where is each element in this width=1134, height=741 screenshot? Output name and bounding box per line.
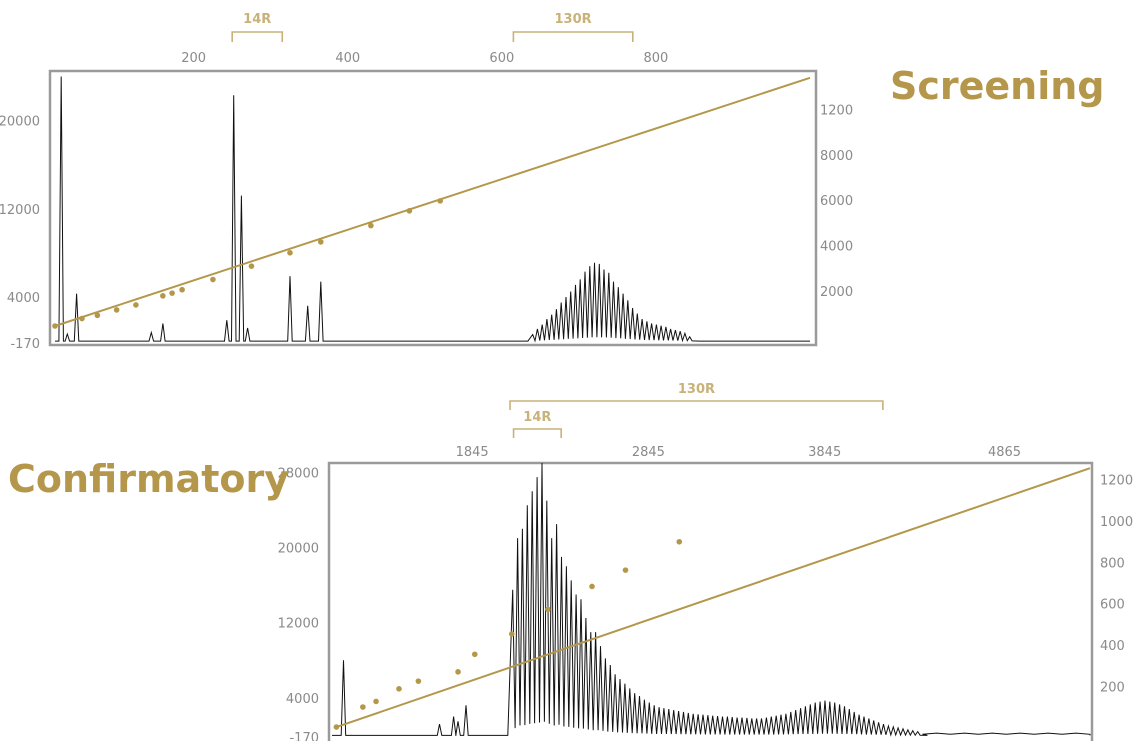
ladder-point	[437, 198, 443, 204]
ladder-point	[249, 263, 255, 269]
confirmatory-ladder	[334, 468, 1090, 730]
x-tick-label: 600	[489, 51, 514, 66]
marker-bracket-14r	[232, 32, 282, 42]
screening-title: Screening	[890, 64, 1105, 108]
ladder-point	[114, 307, 120, 313]
signal-trace	[55, 77, 810, 342]
screening-chart: 14R 130R 200 400 600 800 20000120004000-170 …	[0, 12, 1105, 352]
ladder-point	[179, 287, 185, 293]
ladder-point	[455, 669, 461, 675]
y-left-tick-label: -170	[289, 731, 319, 741]
y-left-tick-label: -170	[10, 337, 40, 352]
y-left-tick-label: 12000	[278, 617, 319, 632]
y-left-tick-label: 20000	[0, 115, 40, 130]
y-right-tick-label: 4000	[820, 240, 853, 255]
screening-ladder	[52, 78, 810, 329]
screening-y-right-ticks: 1200 8000 6000 4000 2000	[820, 104, 853, 300]
y-right-tick-label: 8000	[820, 149, 853, 164]
x-tick-label: 3845	[808, 445, 841, 460]
marker-label-14r: 14R	[523, 410, 551, 425]
x-tick-label: 400	[335, 51, 360, 66]
ladder-point	[545, 607, 551, 613]
marker-bracket-14r	[514, 429, 562, 438]
y-right-tick-label: 200	[1100, 680, 1125, 695]
marker-bracket-130r	[513, 32, 632, 42]
ladder-point	[210, 277, 216, 283]
y-right-tick-label: 800	[1100, 556, 1125, 571]
y-right-tick-label: 400	[1100, 639, 1125, 654]
ladder-point	[509, 631, 515, 637]
screening-x-ticks: 200 400 600 800	[181, 51, 668, 66]
y-left-tick-label: 20000	[278, 542, 319, 557]
y-left-tick-label: 4000	[286, 692, 319, 707]
y-right-tick-label: 2000	[820, 285, 853, 300]
ladder-point	[133, 302, 139, 308]
y-right-tick-label: 1200	[1100, 474, 1133, 489]
confirmatory-title: Confirmatory	[8, 457, 289, 501]
ladder-point	[79, 316, 85, 322]
ladder-point	[318, 239, 324, 245]
screening-y-left-ticks: 20000 12000 4000 -170	[0, 115, 40, 352]
ladder-point	[52, 323, 58, 329]
ladder-point	[396, 686, 402, 692]
confirmatory-x-ticks: 1845 2845 3845 4865	[456, 445, 1021, 460]
confirmatory-plot-frame	[329, 463, 1092, 741]
ladder-point	[407, 208, 413, 214]
y-right-tick-label: 6000	[820, 194, 853, 209]
x-tick-label: 800	[644, 51, 669, 66]
marker-label-130r: 130R	[555, 12, 592, 27]
ladder-point	[676, 539, 682, 545]
marker-bracket-130r	[510, 401, 883, 410]
ladder-point	[160, 293, 166, 299]
y-right-tick-label: 1200	[820, 104, 853, 119]
x-tick-label: 1845	[456, 445, 489, 460]
marker-label-14r: 14R	[243, 12, 271, 27]
screening-plot-frame	[50, 71, 816, 345]
ladder-point	[360, 704, 366, 710]
ladder-point	[287, 250, 293, 256]
ladder-fit-line	[336, 468, 1090, 727]
ladder-point	[623, 567, 629, 573]
ladder-point	[334, 724, 340, 730]
screening-markers: 14R 130R	[232, 12, 633, 42]
ladder-point	[472, 651, 478, 657]
y-left-tick-label: 4000	[7, 291, 40, 306]
screening-trace	[55, 77, 810, 342]
ladder-point	[373, 699, 379, 705]
marker-label-130r: 130R	[678, 382, 715, 397]
ladder-fit-line	[55, 78, 810, 326]
ladder-point	[589, 584, 595, 590]
x-tick-label: 200	[181, 51, 206, 66]
x-tick-label: 4865	[988, 445, 1021, 460]
ladder-point	[368, 223, 374, 229]
x-tick-label: 2845	[632, 445, 665, 460]
ladder-point	[95, 313, 101, 319]
confirmatory-y-right-ticks: 1200 1000 800 600 400 200	[1100, 474, 1133, 696]
y-left-tick-label: 12000	[0, 203, 40, 218]
confirmatory-markers: 14R 130R	[510, 382, 883, 438]
y-right-tick-label: 600	[1100, 598, 1125, 613]
y-right-tick-label: 1000	[1100, 515, 1133, 530]
ladder-point	[169, 290, 175, 296]
ladder-point	[416, 678, 422, 684]
